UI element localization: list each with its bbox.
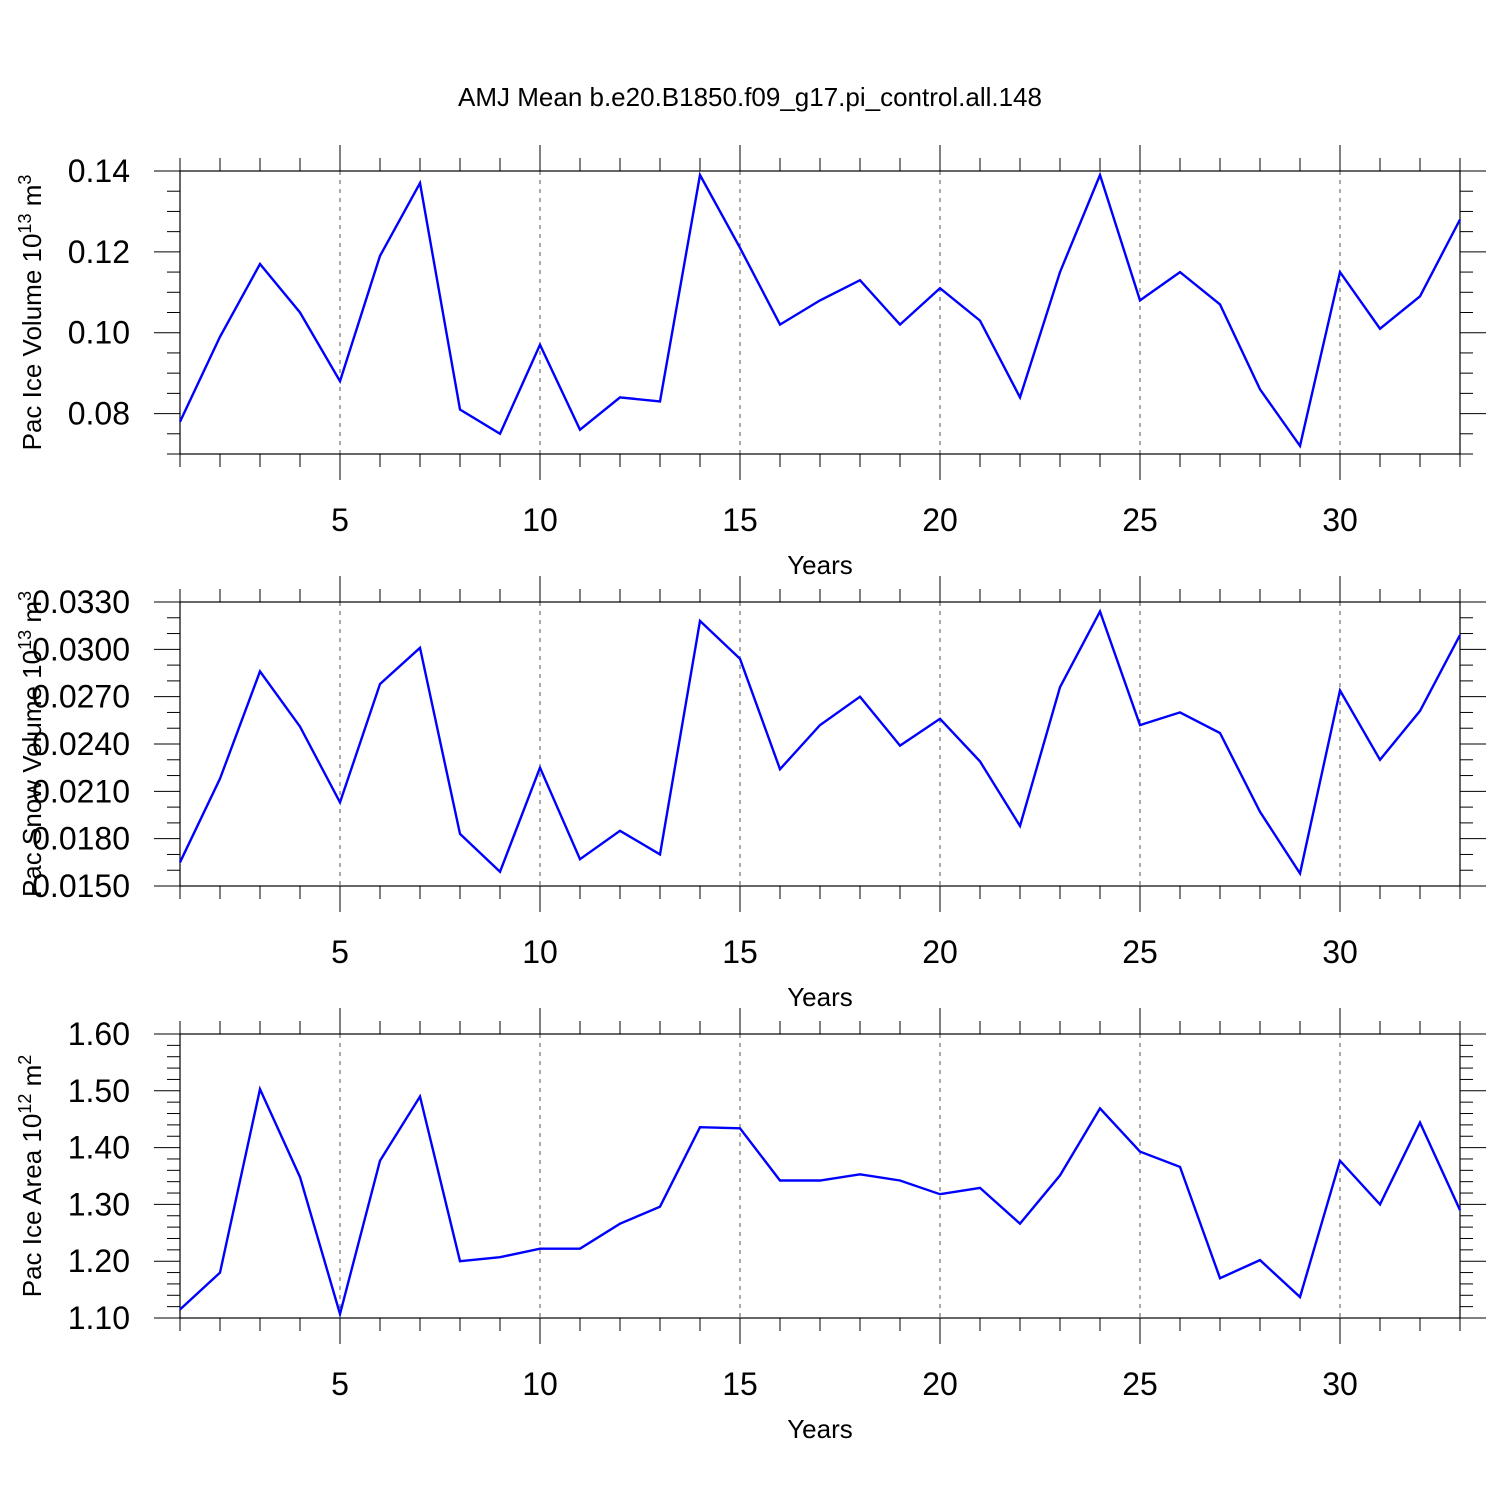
y-tick-label: 0.10 [68,315,130,351]
x-tick-label: 30 [1322,502,1358,538]
x-axis-label: Years [787,982,853,1012]
y-tick-label: 0.0300 [32,631,130,667]
x-tick-label: 5 [331,1366,349,1402]
x-tick-label: 15 [722,502,758,538]
x-tick-label: 20 [922,1366,958,1402]
x-tick-label: 30 [1322,934,1358,970]
x-tick-label: 10 [522,934,558,970]
chart-title: AMJ Mean b.e20.B1850.f09_g17.pi_control.… [458,82,1042,112]
y-axis-label-part: 12 [15,1094,35,1114]
y-tick-label: 1.20 [68,1243,130,1279]
y-tick-label: 1.60 [68,1016,130,1052]
y-tick-label: 0.0150 [32,868,130,904]
y-tick-label: 0.0270 [32,679,130,715]
y-axis-label: Pac Ice Area 1012 m2 [15,1055,47,1298]
y-axis-label-part: Pac Ice Volume 10 [17,234,47,451]
x-tick-label: 15 [722,934,758,970]
x-tick-label: 30 [1322,1366,1358,1402]
y-axis-label-part: 3 [15,591,35,601]
x-tick-label: 20 [922,934,958,970]
y-tick-label: 1.10 [68,1300,130,1336]
y-axis-label-part: 13 [15,214,35,234]
y-tick-label: 0.0180 [32,821,130,857]
y-axis-label-part: 2 [15,1055,35,1065]
x-tick-label: 10 [522,1366,558,1402]
plot-frame [179,170,1461,455]
y-axis-label-part: m [17,1065,47,1094]
x-tick-label: 10 [522,502,558,538]
panel-2: 5 10 15 20 25 30 Years 0.0150 0.0180 0.0210 0.0240… [15,576,1486,1012]
y-tick-label: 0.08 [68,396,130,432]
x-tick-label: 25 [1122,934,1158,970]
y-tick-label: 0.0240 [32,726,130,762]
y-tick-label: 1.30 [68,1186,130,1222]
y-tick-label: 0.12 [68,234,130,270]
plot-frame [179,601,1461,887]
panel-3: 5 10 15 20 25 30 Years 1.10 1.20 1.30 1.40 1.50 1.60… [15,1008,1486,1444]
x-axis-label: Years [787,550,853,580]
x-tick-label: 5 [331,502,349,538]
y-tick-label: 0.14 [68,153,130,189]
y-axis-label-part: m [17,185,47,214]
x-tick-label: 25 [1122,1366,1158,1402]
y-tick-label: 0.0330 [32,584,130,620]
y-axis-label-part: Pac Snow Volume 10 [17,650,47,897]
plot-frame [179,1033,1461,1319]
x-tick-label: 25 [1122,502,1158,538]
x-tick-label: 20 [922,502,958,538]
x-axis-label: Years [787,1414,853,1444]
series-line [178,608,1462,877]
y-tick-label: 1.50 [68,1073,130,1109]
y-tick-label: 1.40 [68,1130,130,1166]
y-axis-label-part: Pac Ice Area 10 [17,1114,47,1298]
y-axis-label: Pac Ice Volume 1013 m3 [15,175,47,451]
series-line [179,1085,1462,1319]
y-axis-label-part: 13 [15,630,35,650]
y-axis-label-part: 3 [15,175,35,185]
x-tick-label: 15 [722,1366,758,1402]
series-line [178,171,1462,449]
y-axis-label: Pac Snow Volume 1013 m3 [15,591,47,897]
x-tick-label: 5 [331,934,349,970]
y-axis-label-part: m [17,601,47,630]
panel-1: 5 10 15 20 25 30 Years 0.08 0.10 0.12 0.14 Pac Ice … [15,145,1486,580]
y-tick-label: 0.0210 [32,773,130,809]
